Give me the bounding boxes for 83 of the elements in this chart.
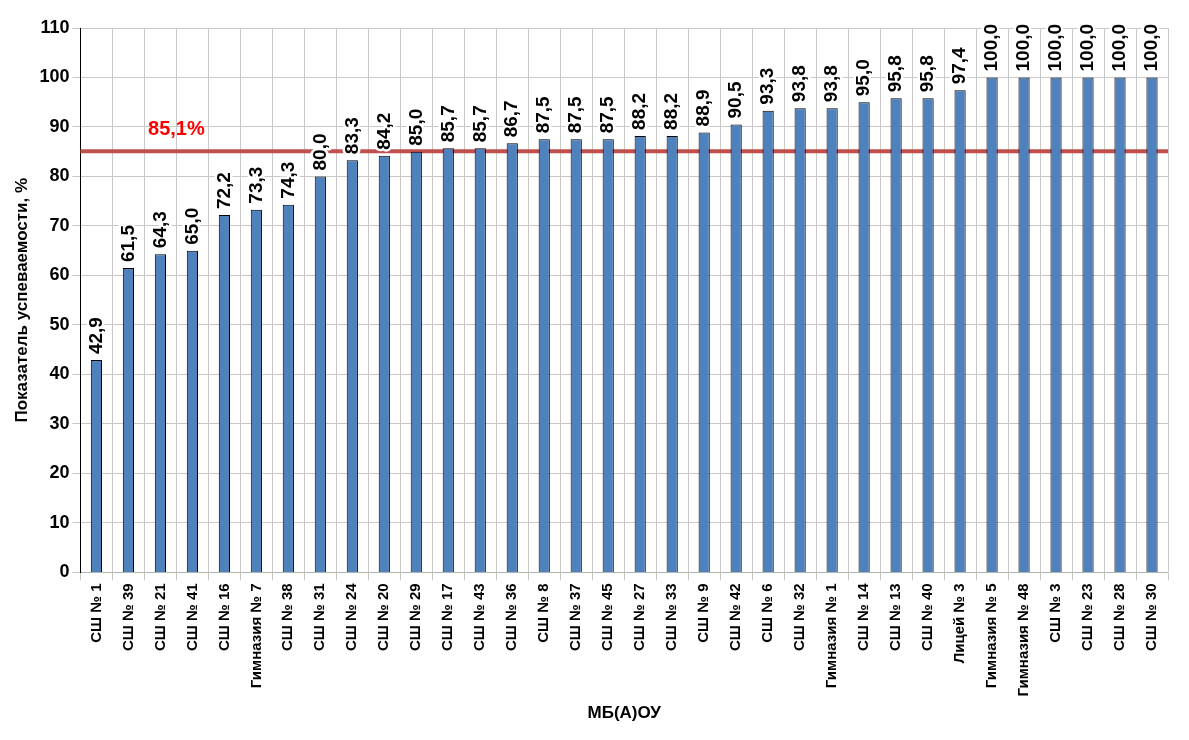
data-label: 84,2 <box>372 112 394 150</box>
y-tick-label: 0 <box>59 561 70 582</box>
data-label: 61,5 <box>116 224 138 263</box>
data-label: 100,0 <box>1076 23 1098 72</box>
data-label: 100,0 <box>1140 23 1162 72</box>
y-tick-label: 60 <box>49 264 70 285</box>
x-tick-label: Гимназия № 48 <box>1014 583 1032 697</box>
y-tick-label: 10 <box>49 511 70 532</box>
data-label: 100,0 <box>1108 23 1130 72</box>
x-tick-label: СШ № 23 <box>1078 583 1096 652</box>
data-label: 100,0 <box>1012 23 1034 72</box>
data-label: 87,5 <box>596 95 618 134</box>
y-tick-label: 20 <box>49 462 70 483</box>
x-tick-label: СШ № 3 <box>1046 583 1064 643</box>
data-label: 85,0 <box>404 108 426 146</box>
data-label: 88,2 <box>628 92 650 130</box>
data-label: 64,3 <box>148 211 170 249</box>
y-tick-label: 80 <box>49 165 70 186</box>
data-label: 83,3 <box>340 117 362 155</box>
x-tick-label: Лицей № 3 <box>950 583 968 664</box>
x-tick-label: Гимназия № 5 <box>982 583 1000 689</box>
x-tick-label: СШ № 42 <box>726 583 744 652</box>
data-label: 42,9 <box>84 317 106 355</box>
x-tick-label: СШ № 16 <box>214 583 232 652</box>
y-tick-label: 90 <box>49 115 70 136</box>
data-label: 93,3 <box>756 67 778 105</box>
data-label: 87,5 <box>532 95 554 134</box>
x-tick-label: СШ № 8 <box>534 583 552 643</box>
data-label: 85,7 <box>436 105 458 143</box>
x-tick-label: СШ № 32 <box>790 583 808 652</box>
x-tick-label: СШ № 20 <box>374 583 392 652</box>
data-label: 85,7 <box>468 105 490 143</box>
x-tick-label: СШ № 41 <box>182 583 200 652</box>
x-tick-label: СШ № 33 <box>662 583 680 652</box>
y-tick-label: 50 <box>49 313 70 334</box>
x-tick-label: СШ № 1 <box>86 583 104 643</box>
data-label: 95,0 <box>852 59 874 97</box>
data-label: 86,7 <box>500 100 522 138</box>
y-tick-label: 100 <box>39 66 70 87</box>
data-label: 100,0 <box>980 23 1002 72</box>
x-tick-label: СШ № 37 <box>566 583 584 652</box>
x-tick-label: СШ № 17 <box>438 583 456 652</box>
data-label: 95,8 <box>916 55 938 93</box>
data-label: 74,3 <box>276 161 298 199</box>
data-label: 95,8 <box>884 55 906 93</box>
x-tick-label: СШ № 39 <box>118 583 136 652</box>
x-tick-label: СШ № 9 <box>694 583 712 643</box>
x-tick-label: СШ № 28 <box>1110 583 1128 652</box>
x-tick-label: СШ № 36 <box>502 583 520 652</box>
x-tick-label: Гимназия № 1 <box>822 583 840 689</box>
x-tick-label: СШ № 24 <box>342 582 360 652</box>
data-label: 97,4 <box>948 46 970 85</box>
x-tick-label: СШ № 43 <box>470 583 488 652</box>
data-label: 87,5 <box>564 95 586 134</box>
data-label: 100,0 <box>1044 23 1066 72</box>
x-tick-label: СШ № 45 <box>598 583 616 652</box>
y-axis-title: Показатель успеваемости, % <box>11 177 31 423</box>
x-axis-title: МБ(А)ОУ <box>587 703 662 723</box>
data-label: 93,8 <box>788 65 810 103</box>
data-label: 93,8 <box>820 65 842 103</box>
y-tick-label: 70 <box>49 214 70 235</box>
data-label: 88,2 <box>660 92 682 130</box>
x-tick-label: СШ № 30 <box>1142 583 1160 652</box>
y-tick-label: 40 <box>49 363 70 384</box>
x-tick-label: СШ № 38 <box>278 583 296 652</box>
data-label: 72,2 <box>212 172 234 210</box>
x-tick-label: СШ № 29 <box>406 583 424 652</box>
x-tick-label: Гимназия № 7 <box>246 583 264 689</box>
data-label: 90,5 <box>724 81 746 119</box>
data-label: 73,3 <box>244 166 266 204</box>
x-tick-label: СШ № 31 <box>310 583 328 652</box>
x-tick-label: СШ № 40 <box>918 583 936 652</box>
x-tick-label: СШ № 21 <box>150 583 168 652</box>
data-label: 65,0 <box>180 207 202 245</box>
y-tick-label: 30 <box>49 412 70 433</box>
x-tick-label: СШ № 13 <box>886 583 904 652</box>
x-tick-label: СШ № 6 <box>758 583 776 643</box>
ref-line-label: 85,1% <box>148 116 205 139</box>
x-tick-label: СШ № 27 <box>630 583 648 652</box>
x-tick-label: СШ № 14 <box>854 582 872 652</box>
data-label: 88,9 <box>692 89 714 127</box>
data-label: 80,0 <box>308 133 330 171</box>
y-tick-label: 110 <box>40 16 70 37</box>
